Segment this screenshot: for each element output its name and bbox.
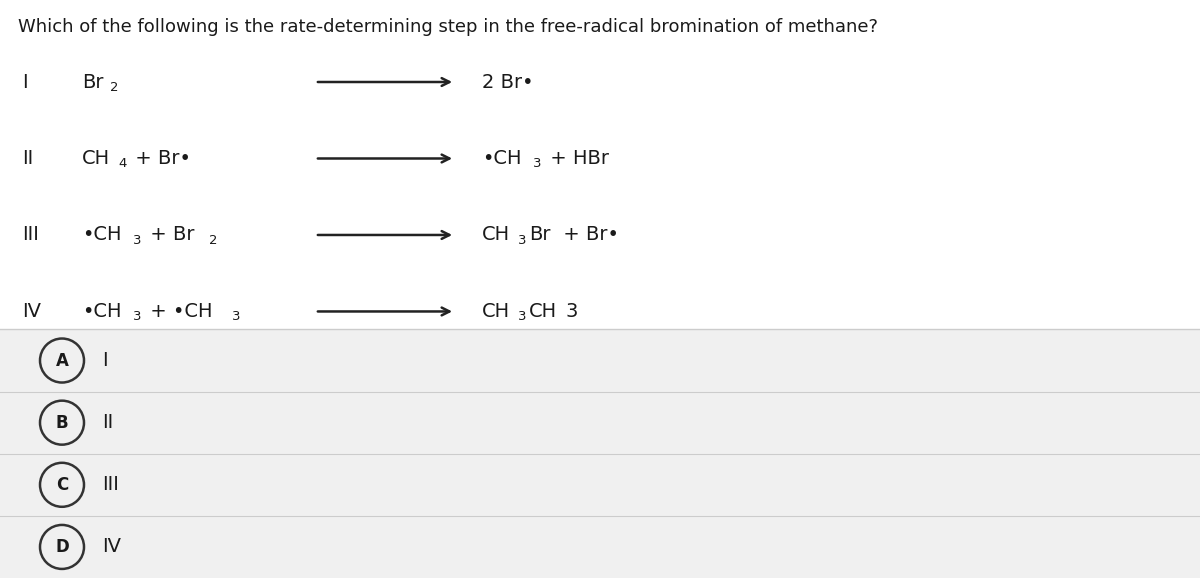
Text: + •CH: + •CH [144, 302, 212, 321]
Text: D: D [55, 538, 68, 556]
Text: 2: 2 [209, 234, 217, 247]
Text: Br: Br [82, 72, 103, 91]
Text: CH: CH [82, 149, 110, 168]
Text: •CH: •CH [482, 149, 522, 168]
Text: Which of the following is the rate-determining step in the free-radical brominat: Which of the following is the rate-deter… [18, 18, 878, 36]
Text: + Br•: + Br• [557, 225, 619, 244]
Text: 3: 3 [565, 302, 578, 321]
Text: I: I [22, 72, 28, 91]
Text: 3: 3 [533, 157, 541, 171]
Text: 2: 2 [109, 81, 119, 94]
Text: CH: CH [529, 302, 557, 321]
Text: B: B [55, 414, 68, 432]
Text: 4: 4 [119, 157, 127, 171]
Text: A: A [55, 351, 68, 369]
Text: + Br•: + Br• [130, 149, 191, 168]
Text: •CH: •CH [82, 302, 121, 321]
Text: II: II [22, 149, 34, 168]
Text: CH: CH [482, 225, 510, 244]
Ellipse shape [40, 463, 84, 507]
Bar [0, 329, 1200, 578]
Text: + Br: + Br [144, 225, 194, 244]
Text: III: III [22, 225, 38, 244]
Text: 3: 3 [518, 310, 527, 324]
Text: 3: 3 [518, 234, 527, 247]
Text: 3: 3 [133, 310, 142, 324]
Ellipse shape [40, 525, 84, 569]
Text: 2 Br•: 2 Br• [482, 72, 534, 91]
Text: CH: CH [482, 302, 510, 321]
Text: IV: IV [102, 538, 121, 557]
Ellipse shape [40, 401, 84, 444]
Text: Br: Br [529, 225, 551, 244]
Text: IV: IV [22, 302, 41, 321]
Text: •CH: •CH [82, 225, 121, 244]
Text: 3: 3 [133, 234, 142, 247]
Text: II: II [102, 413, 113, 432]
Ellipse shape [40, 339, 84, 383]
Text: + HBr: + HBr [544, 149, 608, 168]
Text: I: I [102, 351, 108, 370]
Text: 3: 3 [233, 310, 241, 324]
Text: C: C [56, 476, 68, 494]
Text: III: III [102, 475, 119, 494]
